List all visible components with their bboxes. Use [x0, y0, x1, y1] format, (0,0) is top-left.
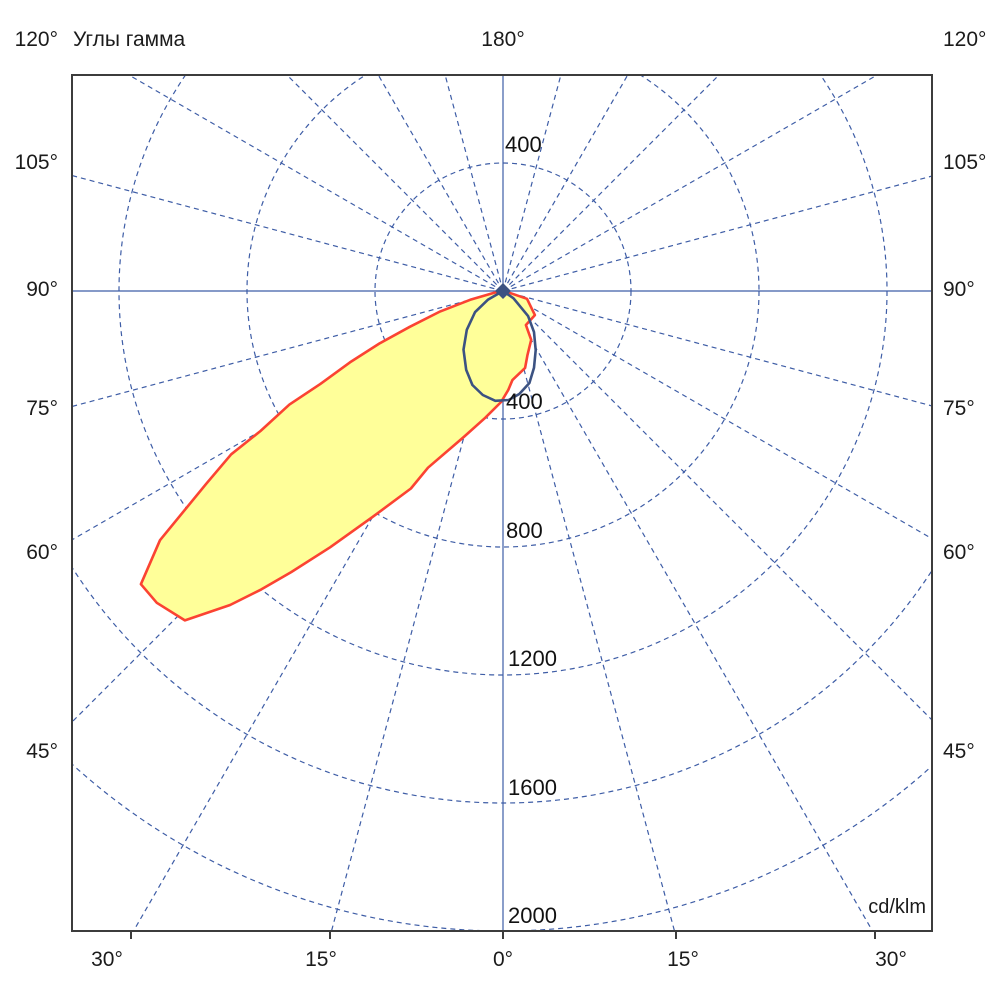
- bottom-angle-15R: 15°: [667, 948, 699, 971]
- corner-angle-label-top-left: 120°: [14, 28, 58, 51]
- right-angle-60: 60°: [943, 541, 975, 564]
- gamma-ray: [377, 75, 504, 292]
- gamma-ray: [502, 290, 676, 931]
- right-angle-75: 75°: [943, 397, 975, 420]
- bottom-angle-30L: 30°: [91, 948, 123, 971]
- right-angle-105: 105°: [943, 151, 987, 174]
- gamma-ray: [502, 290, 932, 540]
- radial-label-400: 400: [506, 389, 543, 414]
- bottom-tick-0: [502, 932, 504, 939]
- left-angle-45: 45°: [26, 740, 58, 763]
- gamma-ray: [502, 290, 932, 721]
- bottom-angle-15L: 15°: [305, 948, 337, 971]
- plot-border: [71, 74, 933, 932]
- gamma-ray: [127, 75, 504, 292]
- photometric-curves: [139, 289, 537, 622]
- radial-label-2000: 2000: [508, 903, 557, 928]
- left-angle-75: 75°: [26, 397, 58, 420]
- curve-main-beam-lobe: [139, 289, 537, 622]
- angle-label-180: 180°: [481, 28, 525, 51]
- gamma-ray: [502, 75, 562, 292]
- center-diamond-icon: [495, 283, 511, 299]
- bottom-angle-0: 0°: [492, 948, 514, 971]
- left-angle-60: 60°: [26, 541, 58, 564]
- gamma-ray: [72, 174, 504, 292]
- radial-label-1200: 1200: [508, 646, 557, 671]
- bottom-tick-15R: [675, 932, 677, 939]
- bottom-angle-30R: 30°: [875, 948, 907, 971]
- gamma-ray: [502, 75, 720, 292]
- right-angle-45: 45°: [943, 740, 975, 763]
- radial-label-1600: 1600: [508, 775, 557, 800]
- gamma-ray: [502, 75, 629, 292]
- bottom-tick-30R: [874, 932, 876, 939]
- gamma-ray: [444, 75, 504, 292]
- gamma-ray: [502, 290, 932, 407]
- radial-label-800: 800: [506, 518, 543, 543]
- corner-angle-label-top-right: 120°: [943, 28, 987, 51]
- gamma-ray: [286, 75, 504, 292]
- gamma-ray: [502, 290, 874, 931]
- gamma-ray: [502, 175, 932, 292]
- gamma-ray: [330, 290, 504, 931]
- bottom-tick-15L: [329, 932, 331, 939]
- gamma-ray: [72, 290, 504, 408]
- right-angle-90: 90°: [943, 278, 975, 301]
- left-angle-90: 90°: [26, 278, 58, 301]
- curve-cross-plane-lobe: [462, 289, 537, 403]
- bottom-tick-30L: [130, 932, 132, 939]
- units-label: cd/klm: [868, 896, 926, 918]
- left-angle-105: 105°: [14, 151, 58, 174]
- gamma-ray: [502, 75, 879, 292]
- chart-title: Углы гамма: [73, 28, 186, 51]
- radial-label-400-above: 400: [505, 132, 542, 157]
